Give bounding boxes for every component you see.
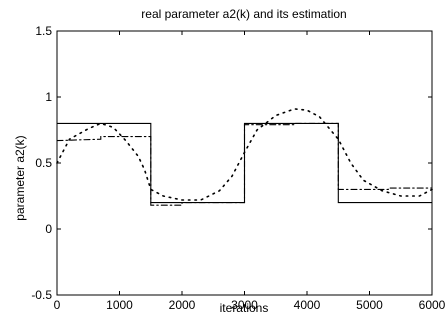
x-tick-label: 3000 bbox=[231, 298, 258, 312]
x-tick-label: 4000 bbox=[294, 298, 321, 312]
x-tick-label: 2000 bbox=[169, 298, 196, 312]
x-axis-label: iterations bbox=[220, 301, 269, 315]
axis-ticks: 0 1000 2000 3000 4000 5000 6000-0.500.511.5 bbox=[31, 24, 445, 312]
series-group bbox=[56, 108, 433, 206]
x-tick-label: 6000 bbox=[419, 298, 446, 312]
x-tick-label: 1000 bbox=[106, 298, 133, 312]
y-tick-label: 0.5 bbox=[35, 156, 52, 170]
series-line-3 bbox=[56, 108, 433, 201]
x-tick-label: 0 bbox=[54, 298, 61, 312]
y-axis-label: parameter a2(k) bbox=[13, 135, 27, 220]
y-tick-label: 0 bbox=[45, 222, 52, 236]
series-line-2 bbox=[56, 122, 433, 206]
y-tick-label: 1 bbox=[45, 90, 52, 104]
y-tick-label: 1.5 bbox=[35, 24, 52, 38]
x-tick-label: 5000 bbox=[356, 298, 383, 312]
chart-title: real parameter a2(k) and its estimation bbox=[141, 7, 346, 21]
y-tick-label: -0.5 bbox=[31, 288, 52, 302]
